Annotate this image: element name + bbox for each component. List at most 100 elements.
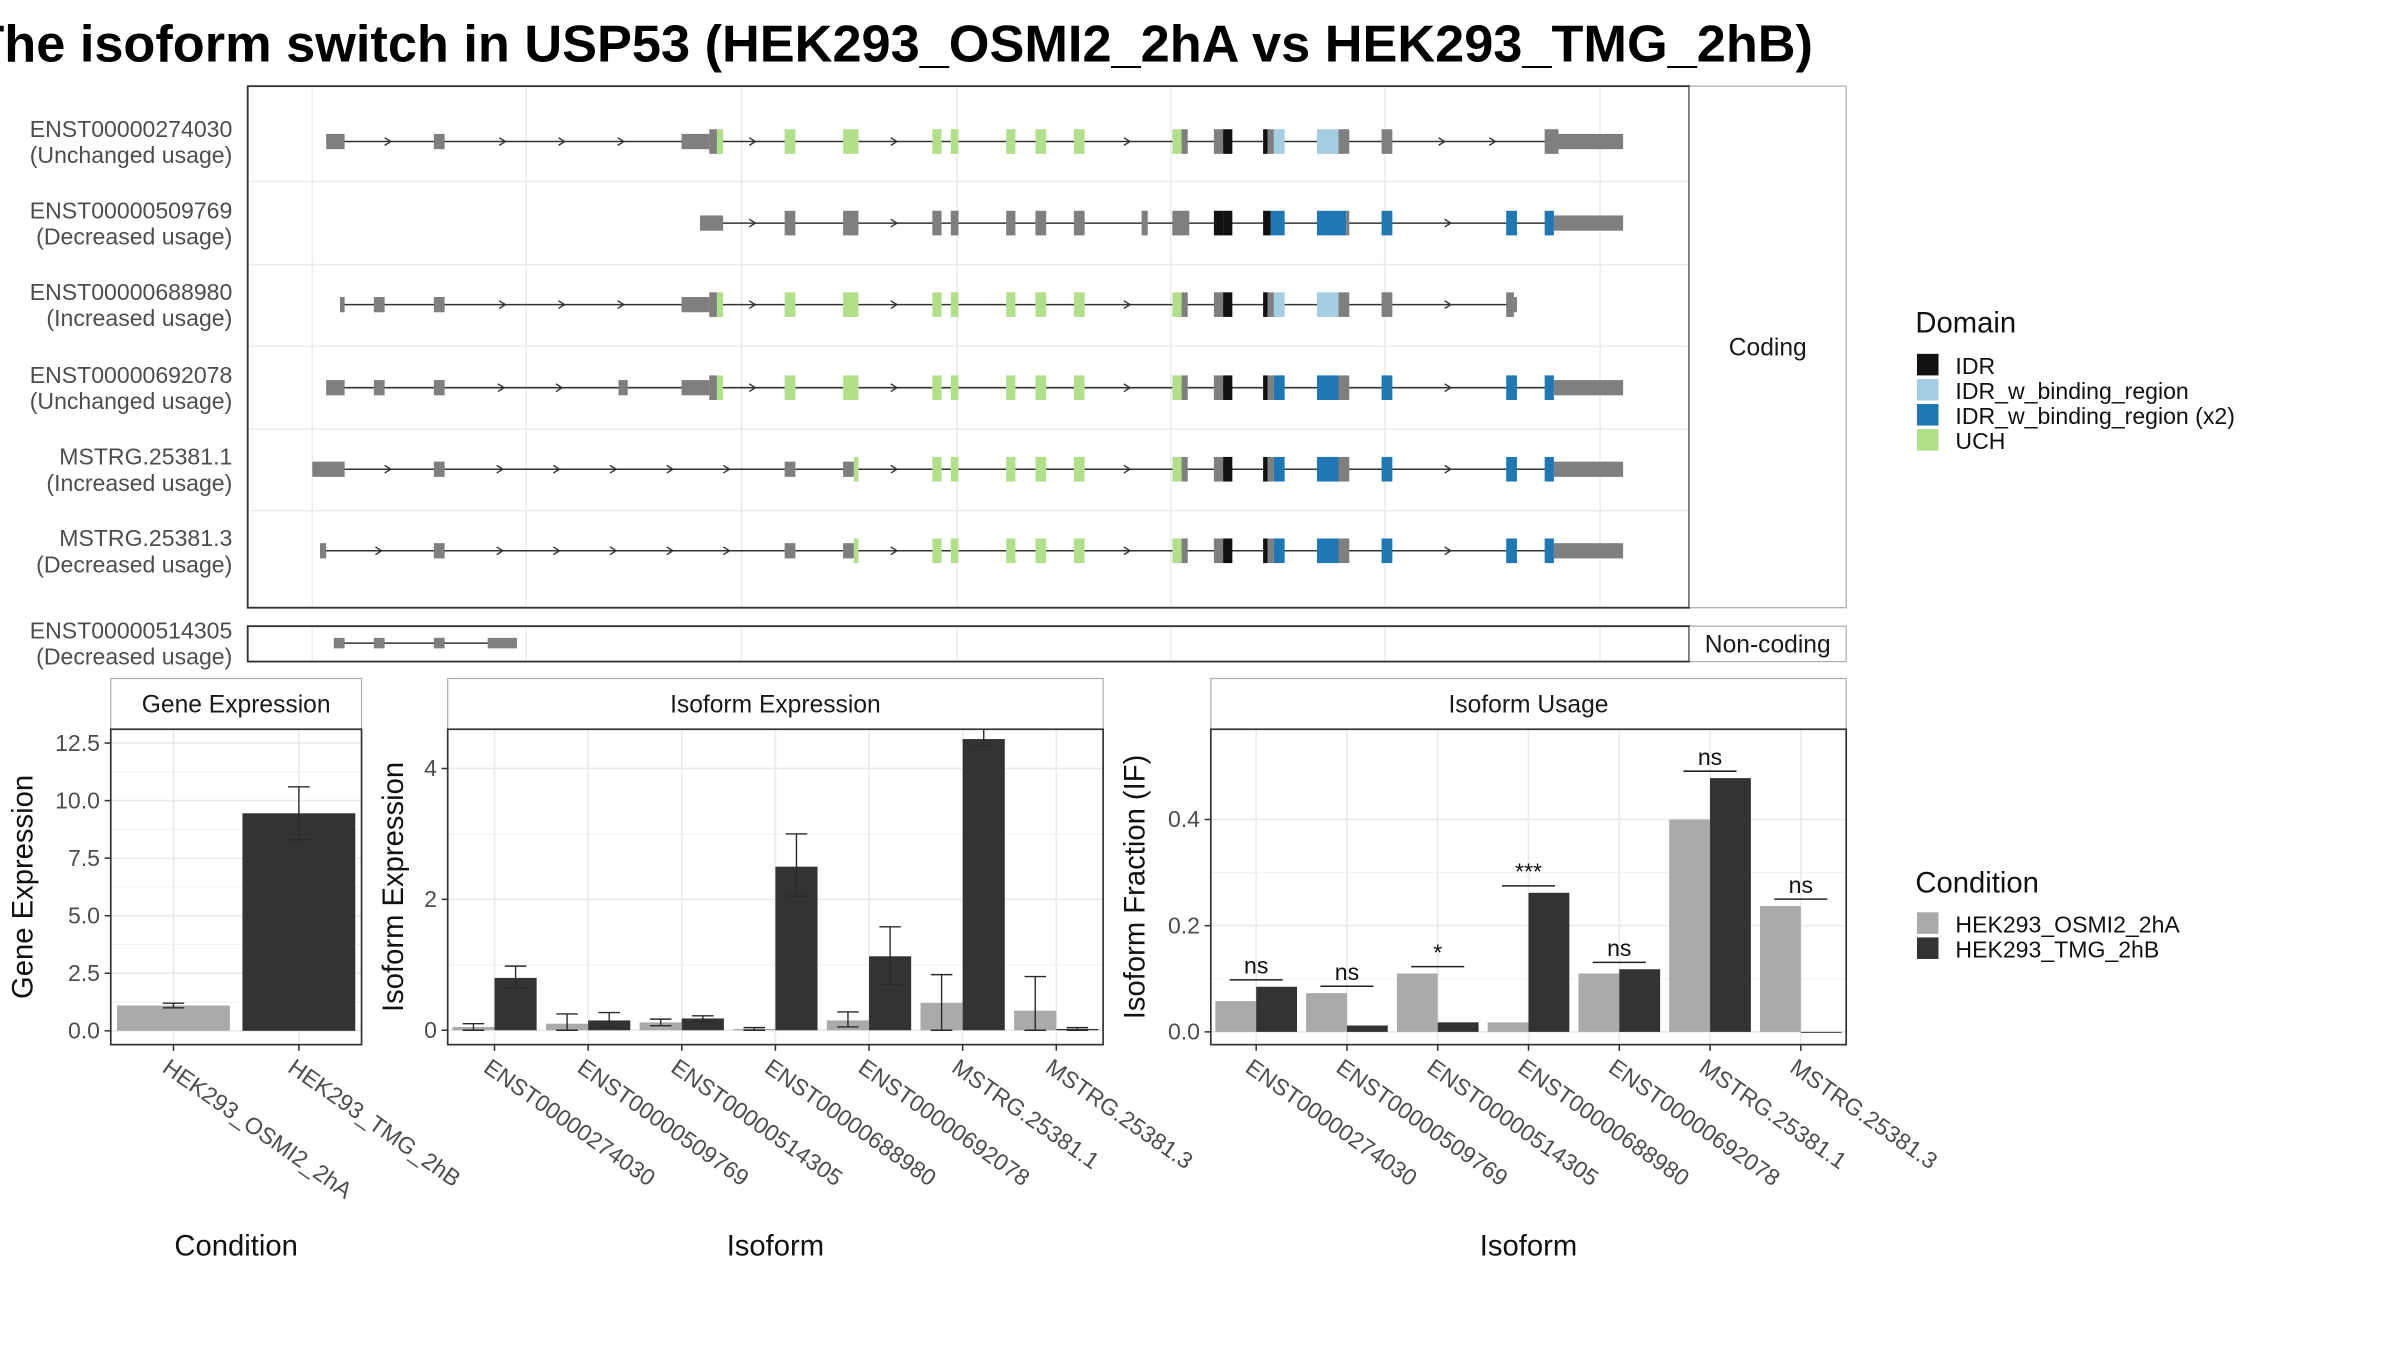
exon-block	[1381, 129, 1393, 154]
exon-block	[433, 461, 445, 477]
exon-block	[1553, 215, 1624, 231]
exon-block	[1006, 292, 1016, 317]
y-tick-label: 5.0	[68, 902, 100, 928]
y-tick-label: 10.0	[55, 787, 100, 813]
transcript-id-label: ENST00000509769	[30, 197, 233, 223]
transcript-usage-label: (Unchanged usage)	[30, 388, 233, 414]
exon-block	[1035, 456, 1047, 482]
chart-title: Isoform Expression	[670, 691, 881, 718]
facet-strip	[1210, 677, 1847, 730]
exon-block	[1553, 380, 1624, 396]
strand-arrow	[1123, 383, 1132, 393]
strand-arrow	[890, 300, 899, 310]
exon-block	[373, 380, 385, 396]
strand-arrow	[384, 464, 393, 474]
exon-block	[1338, 538, 1350, 564]
exon-block	[709, 292, 717, 317]
strand-arrow	[497, 383, 506, 393]
exon-block	[1273, 538, 1285, 564]
y-tick-label: 0.4	[1168, 806, 1200, 832]
exon-block	[1073, 375, 1085, 401]
condition-legend-label: HEK293_TMG_2hB	[1955, 936, 2159, 962]
exon-block	[1213, 129, 1224, 154]
strand-arrow	[1488, 137, 1497, 146]
chart-title: Gene Expression	[142, 691, 331, 718]
exon-block	[1506, 456, 1517, 482]
bar	[1306, 993, 1347, 1032]
exon-block	[681, 380, 710, 396]
exon-block	[1381, 456, 1393, 482]
strand-arrow	[496, 546, 505, 556]
transcript-id-label: MSTRG.25381.3	[59, 525, 232, 551]
significance-label: ns	[1244, 953, 1268, 979]
exon-block	[1172, 129, 1182, 154]
transcript-usage-label: (Increased usage)	[46, 470, 232, 496]
strand-arrow	[890, 218, 899, 228]
strand-arrow	[748, 300, 757, 310]
exon-block	[1223, 210, 1233, 236]
exon-block	[1223, 538, 1233, 564]
exon-block	[1073, 129, 1085, 154]
exon-block	[1181, 292, 1188, 317]
y-tick-label: 7.5	[68, 845, 100, 871]
transcript-usage-label: (Decreased usage)	[36, 644, 232, 670]
transcript-usage-label: (Decreased usage)	[36, 224, 232, 250]
domain-legend-label: UCH	[1955, 428, 2005, 454]
exon-block	[932, 538, 942, 564]
exon-block	[433, 637, 445, 649]
significance-label: ns	[1607, 935, 1631, 961]
exon-block	[932, 375, 942, 401]
exon-block	[1316, 538, 1339, 564]
exon-block	[1172, 456, 1182, 482]
exon-block	[784, 210, 796, 236]
exon-block	[1172, 375, 1182, 401]
exon-block	[1035, 375, 1047, 401]
exon-block	[433, 296, 445, 313]
bar	[1437, 1022, 1479, 1032]
exon-block	[843, 129, 859, 154]
exon-block	[1338, 129, 1350, 154]
exon-block	[1544, 375, 1554, 401]
exon-block	[1181, 456, 1188, 482]
significance-label: ns	[1335, 959, 1359, 985]
exon-block	[853, 456, 859, 482]
exon-block	[843, 210, 859, 236]
exon-block	[320, 543, 327, 559]
transcript-tracks	[312, 129, 1624, 649]
exon-block	[1381, 375, 1393, 401]
exon-block	[932, 210, 942, 236]
exon-block	[1270, 210, 1285, 236]
significance-label: *	[1433, 939, 1442, 965]
exon-block	[1267, 129, 1274, 154]
x-axis-title: Condition	[174, 1230, 297, 1262]
exon-block	[1338, 292, 1350, 317]
exon-block	[1316, 210, 1347, 236]
exon-block	[1381, 292, 1393, 317]
exon-block	[1223, 292, 1233, 317]
structure-gridlines	[249, 87, 1688, 661]
exon-block	[1506, 375, 1517, 401]
strand-arrow	[748, 383, 757, 393]
exon-block	[950, 292, 959, 317]
exon-block	[1263, 292, 1268, 317]
exon-block	[1338, 456, 1350, 482]
exon-block	[1346, 210, 1350, 236]
exon-block	[1267, 375, 1274, 401]
exon-block	[784, 129, 796, 154]
exon-block	[950, 129, 959, 154]
structure-panel: Coding Non-coding ENST00000274030(Unchan…	[30, 85, 1847, 670]
exon-block	[1267, 456, 1274, 482]
exon-block	[784, 543, 796, 559]
strand-arrow	[609, 464, 618, 474]
exon-block	[1273, 129, 1285, 154]
y-tick-label: 0.0	[68, 1018, 100, 1044]
y-tick-label: 2	[424, 886, 437, 912]
transcript-usage-label: (Unchanged usage)	[30, 142, 233, 168]
significance-label: ns	[1789, 872, 1813, 898]
x-tick-label: ENST00000274030	[479, 1054, 660, 1192]
exon-block	[618, 380, 628, 396]
strand-arrow	[1444, 546, 1453, 556]
transcript-id-label: ENST00000274030	[30, 116, 233, 142]
exon-block	[1213, 456, 1224, 482]
exon-block	[373, 296, 385, 313]
